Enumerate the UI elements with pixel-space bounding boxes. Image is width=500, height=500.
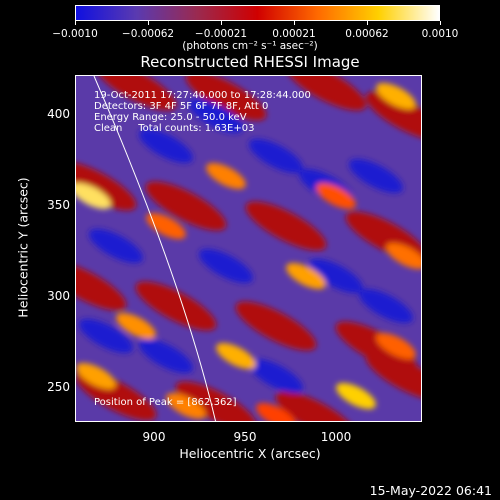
colorbar-tick-mark (147, 21, 149, 25)
y-tick-label: 350 (47, 198, 70, 212)
y-axis-label: Heliocentric Y (arcsec) (15, 177, 31, 318)
emission-blob (206, 162, 246, 190)
emission-blob (175, 381, 257, 421)
emission-blob (89, 228, 143, 264)
info-line-clean: Clean Total counts: 1.63E+03 (94, 123, 255, 134)
colorbar (75, 5, 440, 21)
emission-blob (309, 258, 363, 294)
emission-blob (316, 182, 356, 210)
emission-blob (386, 242, 421, 270)
info-line-time: 19-Oct-2011 17:27:40.000 to 17:28:44.000 (94, 90, 311, 101)
emission-blob (76, 261, 127, 311)
emission-blob (249, 138, 303, 174)
emission-blob (376, 332, 416, 360)
colorbar-tick-label: −0.00021 (194, 28, 248, 40)
emission-blob (365, 91, 421, 141)
y-tick-label: 400 (47, 107, 70, 121)
colorbar-tick-label: 0.00021 (272, 28, 316, 40)
emission-blob (76, 182, 111, 210)
colorbar-tick-mark (220, 21, 222, 25)
emission-blob (365, 351, 421, 401)
plot-title: Reconstructed RHESSI Image (140, 53, 360, 71)
rhessi-image (76, 76, 421, 421)
emission-blob (336, 382, 376, 410)
emission-blob (185, 76, 267, 121)
emission-blob (135, 281, 217, 331)
x-tick-label: 900 (142, 430, 166, 444)
colorbar-tick-label: 0.00062 (345, 28, 389, 40)
emission-blob (349, 158, 403, 194)
y-tick-label: 250 (47, 380, 70, 394)
colorbar-tick-mark (366, 21, 368, 25)
colorbar-units: (photons cm⁻² s⁻¹ asec⁻²) (182, 40, 318, 52)
emission-blob (116, 312, 156, 340)
emission-blob (285, 76, 367, 111)
colorbar-tick-label: −0.00062 (121, 28, 175, 40)
emission-blob (76, 161, 137, 211)
datestamp: 15-May-2022 06:41 (369, 483, 492, 498)
emission-blob (256, 402, 296, 421)
emission-blob (245, 201, 327, 251)
colorbar-tick-mark (439, 21, 441, 25)
emission-blob (166, 392, 206, 420)
emission-blob (189, 98, 243, 134)
emission-blob (376, 82, 416, 110)
emission-blob (145, 181, 227, 231)
info-line-energy: Energy Range: 25.0 - 50.0 keV (94, 112, 247, 123)
image-plot-area (75, 75, 422, 422)
emission-blob (359, 288, 413, 324)
x-tick-label: 1000 (320, 430, 352, 444)
colorbar-tick-label: 0.0010 (421, 28, 459, 40)
colorbar-tick-mark (293, 21, 295, 25)
colorbar-tick-mark (74, 21, 76, 25)
info-line-detectors: Detectors: 3F 4F 5F 6F 7F 8F, Att 0 (94, 101, 269, 112)
emission-blob (79, 318, 133, 354)
emission-blob (139, 128, 193, 164)
emission-blob (249, 358, 303, 394)
x-tick-label: 950 (233, 430, 257, 444)
emission-blob (139, 338, 193, 374)
emission-blob (76, 362, 116, 390)
colorbar-tick-label: −0.0010 (52, 28, 98, 40)
emission-blob (216, 342, 256, 370)
emission-blob (286, 262, 326, 290)
emission-blob (235, 301, 317, 351)
solar-limb-line (93, 76, 217, 421)
emission-blob (275, 391, 357, 421)
peak-position: Position of Peak = [862,362] (94, 397, 237, 408)
x-axis-label: Heliocentric X (arcsec) (179, 446, 321, 461)
emission-blob (146, 212, 186, 240)
emission-blob (95, 76, 177, 111)
y-tick-label: 300 (47, 289, 70, 303)
emission-blob (199, 248, 253, 284)
